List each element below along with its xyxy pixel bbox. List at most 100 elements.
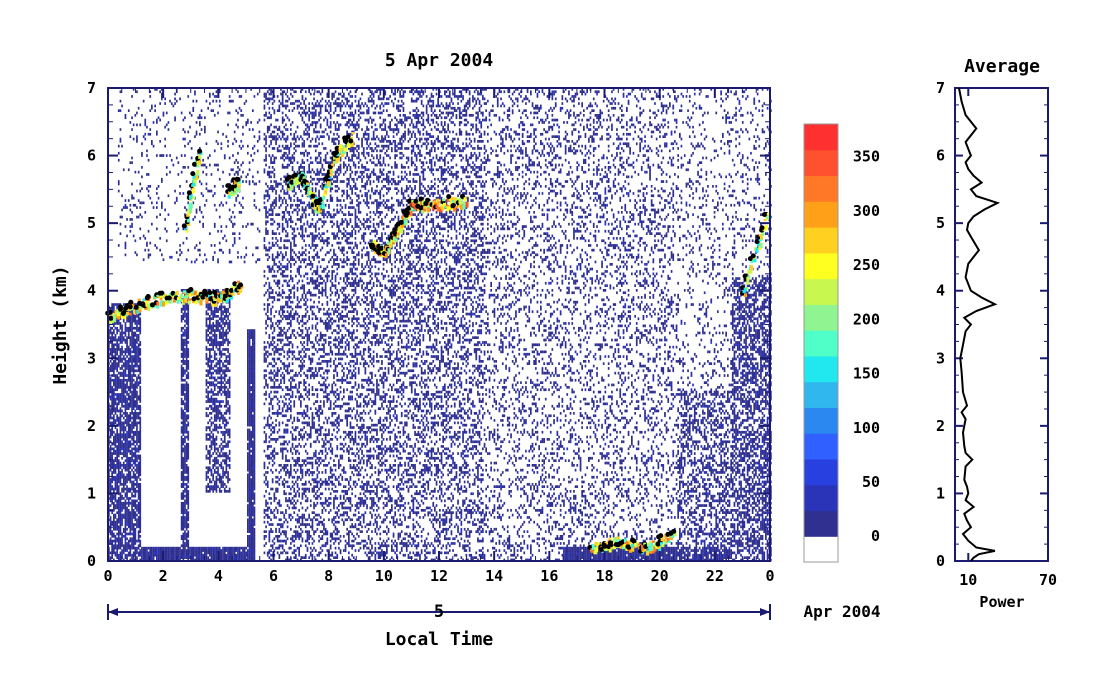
heatmap-cell [249,353,251,356]
heatmap-cell [136,485,138,488]
heatmap-cell [116,507,118,510]
heatmap-cell [222,481,224,484]
heatmap-cell [110,556,112,559]
heatmap-cell [275,348,277,351]
heatmap-cell [159,547,161,550]
heatmap-cell [189,552,191,555]
heatmap-cell [130,339,132,342]
heatmap-cell [181,379,183,382]
heatmap-cell [222,474,224,477]
heatmap-cell [186,540,188,543]
heatmap-cell [139,391,141,394]
heatmap-cell [187,306,189,309]
heatmap-cell [151,105,153,108]
heatmap-cell [221,351,223,354]
heatmap-cell [110,431,112,434]
heatmap-cell [184,523,186,526]
heatmap-cell [280,367,282,370]
heatmap-cell [237,256,239,259]
heatmap-cell [221,332,223,335]
heatmap-cell [280,386,282,389]
heatmap-cell [249,471,251,474]
heatmap-cell [113,339,115,342]
heatmap-cell [212,485,214,488]
heatmap-cell [159,140,161,143]
heatmap-cell [209,459,211,462]
heatmap-cell [184,419,186,422]
heatmap-cell [126,509,128,512]
heatmap-cell [250,518,252,521]
heatmap-cell [173,105,175,108]
heatmap-cell [133,403,135,406]
heatmap-cell [125,540,127,543]
heatmap-cell [264,202,266,205]
heatmap-cell [275,507,277,510]
heatmap-cell [123,514,125,517]
heatmap-cell [113,438,115,441]
heatmap-cell [217,407,219,410]
heatmap-cell [252,109,254,112]
heatmap-cell [272,530,274,533]
heatmap-cell [176,547,178,550]
heatmap-cell [181,407,183,410]
heatmap-cell [184,556,186,559]
heatmap-cell [221,353,223,356]
heatmap-cell [125,391,127,394]
heatmap-cell [118,403,120,406]
heatmap-cell [275,190,277,193]
heatmap-cell [139,540,141,543]
heatmap-cell [212,554,214,557]
heatmap-cell [131,339,133,342]
heatmap-cell [133,523,135,526]
heatmap-cell [126,374,128,377]
heatmap-cell [131,450,133,453]
heatmap-cell [267,507,269,510]
heatmap-cell [265,291,267,294]
heatmap-cell [115,485,117,488]
heatmap-cell [168,549,170,552]
heatmap-cell [264,95,266,98]
heatmap-cell [186,471,188,474]
heatmap-cell [264,275,266,278]
heatmap-cell [123,374,125,377]
heatmap-cell [186,322,188,325]
heatmap-cell [191,547,193,550]
heatmap-cell [181,448,183,451]
heatmap-cell [125,116,127,119]
heatmap-cell [186,450,188,453]
heatmap-cell [118,339,120,342]
heatmap-cell [250,223,252,226]
heatmap-cell [219,386,221,389]
heatmap-cell [183,514,185,517]
heatmap-cell [217,448,219,451]
heatmap-cell [214,308,216,311]
heatmap-cell [221,552,223,555]
heatmap-cell [139,313,141,316]
heatmap-cell [252,424,254,427]
heatmap-cell [247,436,249,439]
heatmap-cell [128,317,130,320]
heatmap-cell [120,351,122,354]
heatmap-cell [216,452,218,455]
heatmap-cell [118,500,120,503]
heatmap-cell [115,507,117,510]
heatmap-cell [272,343,274,346]
heatmap-cell [249,474,251,477]
heatmap-cell [159,552,161,555]
heatmap-cell [186,414,188,417]
heatmap-cell [135,341,137,344]
heatmap-cell [259,230,261,233]
heatmap-cell [277,299,279,302]
heatmap-cell [219,377,221,380]
heatmap-cell [139,542,141,545]
heatmap-cell [217,131,219,134]
heatmap-cell [135,251,137,254]
heatmap-cell [274,353,276,356]
heatmap-cell [154,105,156,108]
heatmap-cell [121,367,123,370]
heatmap-cell [222,362,224,365]
heatmap-cell [269,393,271,396]
heatmap-cell [153,206,155,209]
heatmap-cell [249,358,251,361]
heatmap-cell [224,194,226,197]
